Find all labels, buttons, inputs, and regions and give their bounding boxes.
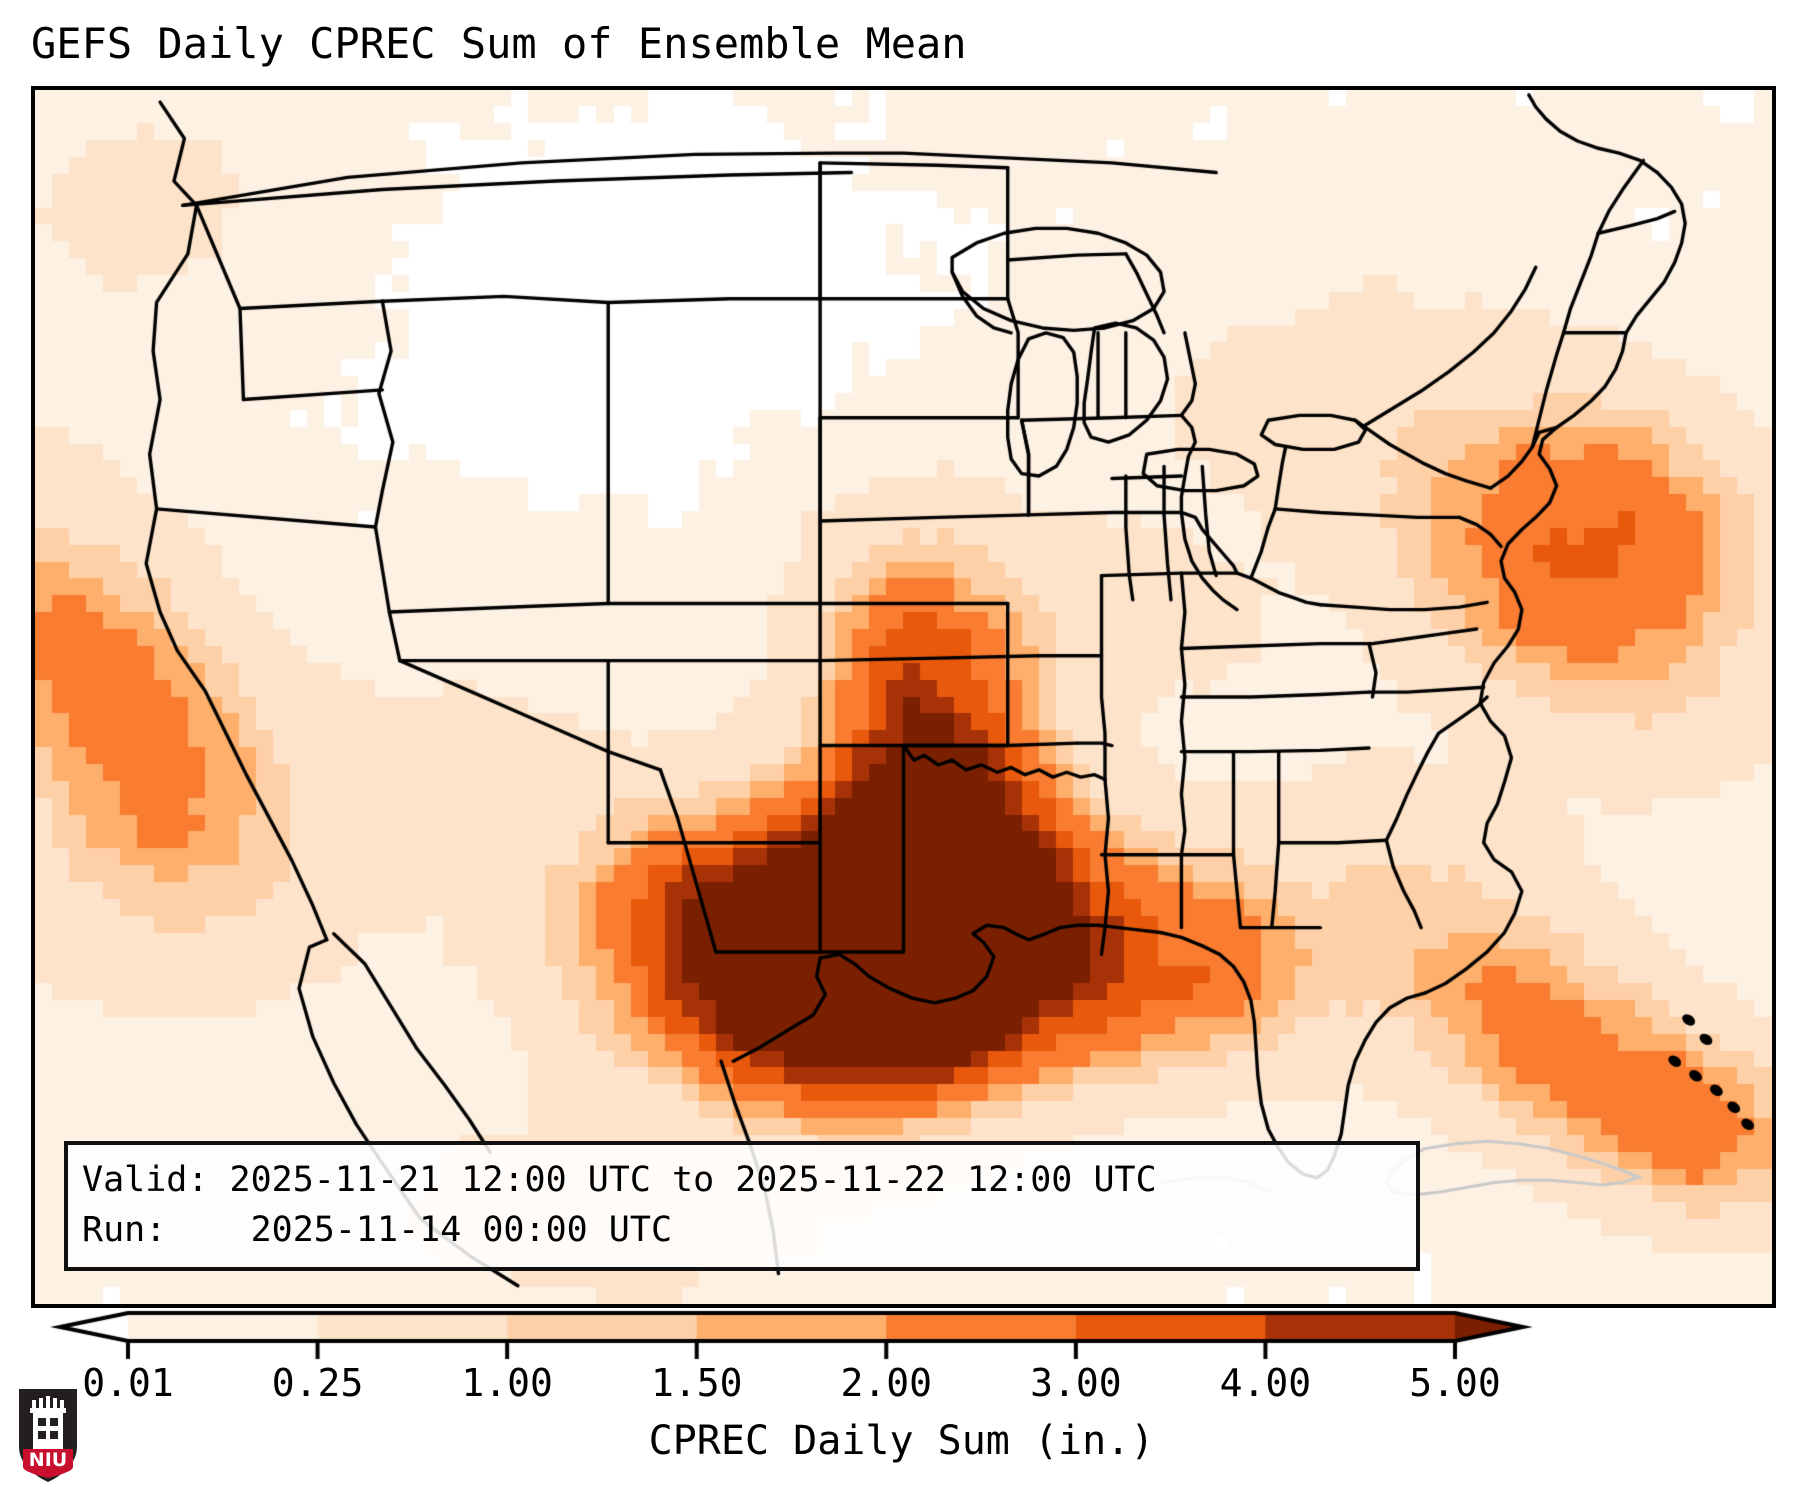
colorbar-tick-1-00: 1.00 <box>461 1361 553 1405</box>
colorbar-axis-label: CPREC Daily Sum (in.) <box>648 1418 1155 1464</box>
valid-time-line: Valid: 2025-11-21 12:00 UTC to 2025-11-2… <box>82 1160 1157 1200</box>
colorbar-tick-4-00: 4.00 <box>1219 1361 1312 1405</box>
colorbar-tick-3-00: 3.00 <box>1030 1361 1122 1405</box>
colorbar-tick-0-01: 0.01 <box>82 1361 174 1405</box>
colorbar-tick-1-50: 1.50 <box>650 1361 743 1405</box>
map-panel[interactable] <box>31 86 1776 1308</box>
colorbar-tick-5-00: 5.00 <box>1409 1361 1501 1405</box>
colorbar-tick-2-00: 2.00 <box>840 1361 933 1405</box>
state-boundaries-canvas <box>35 90 1772 1304</box>
niu-logo-icon: NIU <box>19 1389 77 1482</box>
colorbar[interactable] <box>0 1305 1803 1365</box>
svg-text:NIU: NIU <box>29 1449 67 1471</box>
colorbar-tick-labels: 0.01 0.25 1.00 1.50 2.00 3.00 4.00 5.00 <box>0 1361 1803 1409</box>
colorbar-tick-0-25: 0.25 <box>271 1361 364 1405</box>
colorbar-canvas <box>0 1305 1803 1365</box>
page-title: GEFS Daily CPREC Sum of Ensemble Mean <box>31 19 967 68</box>
run-time-line: Run: 2025-11-14 00:00 UTC <box>82 1210 673 1250</box>
valid-run-info-box: Valid: 2025-11-21 12:00 UTC to 2025-11-2… <box>64 1141 1420 1271</box>
